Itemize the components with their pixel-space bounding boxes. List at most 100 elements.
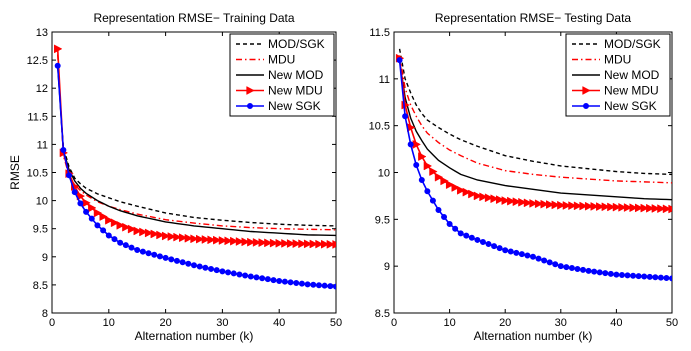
data-point — [574, 265, 581, 272]
data-point — [156, 230, 165, 240]
data-point — [463, 232, 470, 239]
data-point — [88, 203, 97, 213]
data-point — [247, 273, 254, 280]
data-point — [88, 215, 95, 222]
legend-label: New MOD — [268, 68, 324, 82]
series-mdu — [398, 55, 672, 184]
data-point — [479, 239, 486, 246]
data-point — [502, 247, 509, 254]
data-point — [225, 269, 232, 276]
series-mod-sgk — [56, 65, 336, 227]
data-point — [513, 249, 520, 256]
legend-label: New MDU — [268, 84, 323, 98]
chart-title: Representation RMSE− Training Data — [93, 11, 294, 25]
data-point — [179, 259, 186, 266]
data-point — [201, 235, 211, 244]
data-point — [178, 233, 188, 243]
y-tick-label: 9 — [384, 261, 390, 273]
data-point — [207, 235, 216, 245]
data-point — [602, 270, 609, 277]
data-point — [568, 201, 577, 211]
data-point — [208, 265, 215, 272]
legend-label: MDU — [604, 53, 631, 67]
data-point — [162, 254, 169, 261]
data-point — [111, 236, 118, 243]
legend-item: New MDU — [572, 84, 659, 98]
data-point — [468, 234, 475, 241]
data-point — [662, 204, 672, 214]
data-point — [630, 272, 637, 279]
data-point — [585, 267, 592, 274]
x-tick-label: 10 — [443, 317, 455, 329]
data-point — [134, 247, 141, 254]
series-mod-sgk — [398, 48, 672, 176]
data-point — [100, 227, 107, 234]
legend-item: MDU — [572, 53, 631, 67]
data-point — [213, 267, 220, 274]
data-point — [298, 280, 305, 287]
series-new-mdu — [54, 44, 336, 249]
y-tick-label: 13 — [36, 27, 48, 39]
data-point — [264, 238, 273, 248]
chart-panel-2: Representation RMSE− Testing Data 0 10 20 30… — [369, 11, 679, 343]
data-point — [184, 233, 194, 243]
data-point — [275, 238, 284, 248]
data-point — [133, 226, 142, 236]
data-point — [269, 238, 279, 248]
data-point — [446, 221, 453, 228]
data-point — [321, 282, 328, 289]
data-point — [281, 278, 288, 285]
data-point — [309, 239, 319, 249]
data-point — [663, 274, 670, 281]
data-point — [413, 162, 420, 169]
data-point — [235, 237, 245, 246]
data-point — [495, 195, 505, 205]
data-point — [646, 203, 655, 213]
data-point — [224, 236, 233, 246]
data-point — [173, 232, 182, 242]
legend-item: New MDU — [236, 84, 323, 98]
y-axis-label: RMSE — [8, 155, 22, 190]
series-new-sgk — [54, 62, 336, 290]
data-point — [474, 236, 481, 243]
data-point — [94, 222, 101, 229]
legend-item: MOD/SGK — [572, 37, 661, 51]
y-tick-label: 10 — [36, 196, 48, 208]
data-point — [557, 200, 566, 210]
y-tick-label: 10.5 — [27, 168, 48, 180]
data-point — [590, 201, 599, 211]
data-point — [573, 201, 583, 211]
data-point — [473, 191, 483, 201]
data-point — [173, 257, 180, 264]
data-point — [618, 271, 625, 278]
data-point — [584, 201, 594, 211]
data-point — [117, 239, 124, 246]
legend-marker — [247, 103, 253, 109]
data-point — [122, 222, 131, 232]
data-point — [168, 256, 175, 263]
data-point — [402, 113, 409, 120]
data-point — [445, 180, 455, 190]
data-point — [332, 240, 336, 249]
x-tick-label: 20 — [159, 317, 171, 329]
data-point — [669, 275, 672, 282]
data-point — [242, 272, 249, 279]
data-point — [618, 202, 627, 212]
x-axis-label: Alternation number (k) — [474, 329, 593, 343]
data-point — [264, 276, 271, 283]
data-point — [139, 248, 146, 255]
data-point — [562, 201, 572, 210]
data-point — [110, 218, 120, 228]
data-point — [150, 229, 159, 239]
data-point — [315, 239, 324, 249]
data-point — [191, 262, 197, 269]
data-point — [541, 257, 548, 264]
x-tick-label: 50 — [330, 317, 342, 329]
data-point — [557, 263, 564, 270]
data-point — [236, 271, 243, 278]
data-point — [326, 239, 336, 249]
legend-label: MDU — [268, 53, 295, 67]
y-tick-label: 11 — [379, 74, 390, 86]
